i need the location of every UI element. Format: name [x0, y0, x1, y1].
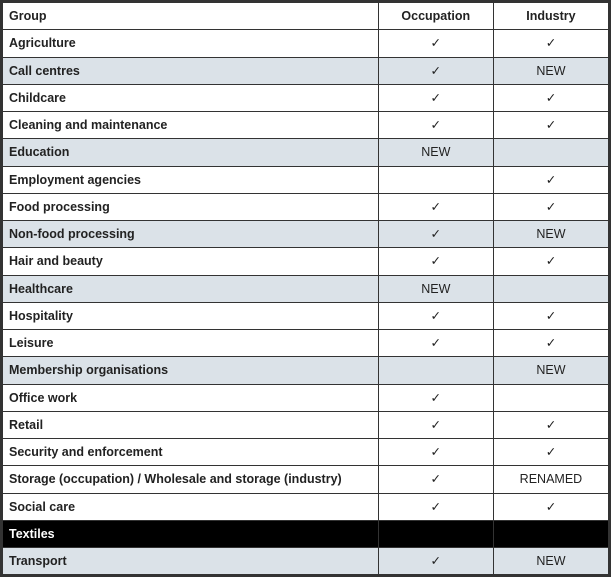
- cell-group: Membership organisations: [3, 357, 379, 384]
- cell-group: Retail: [3, 411, 379, 438]
- table-row: Childcare✓✓: [3, 84, 609, 111]
- table-row: Hospitality✓✓: [3, 302, 609, 329]
- table-body: Agriculture✓✓Call centres✓NEWChildcare✓✓…: [3, 30, 609, 575]
- cell-group: Employment agencies: [3, 166, 379, 193]
- table-row: Security and enforcement✓✓: [3, 439, 609, 466]
- cell-industry: NEW: [493, 548, 608, 575]
- cell-group: Healthcare: [3, 275, 379, 302]
- cell-group: Textiles: [3, 520, 379, 547]
- cell-group: Education: [3, 139, 379, 166]
- cell-industry: ✓: [493, 166, 608, 193]
- cell-industry: ✓: [493, 30, 608, 57]
- table-row: Food processing✓✓: [3, 193, 609, 220]
- cell-occupation: ✓: [378, 302, 493, 329]
- cell-industry: ✓: [493, 248, 608, 275]
- table-row: Call centres✓NEW: [3, 57, 609, 84]
- cell-industry: ✓: [493, 112, 608, 139]
- table-row: Office work✓: [3, 384, 609, 411]
- cell-occupation: [378, 357, 493, 384]
- table-header-row: Group Occupation Industry: [3, 3, 609, 30]
- cell-occupation: ✓: [378, 193, 493, 220]
- cell-industry: NEW: [493, 221, 608, 248]
- cell-industry: ✓: [493, 193, 608, 220]
- cell-industry: [493, 520, 608, 547]
- cell-group: Hospitality: [3, 302, 379, 329]
- cell-industry: RENAMED: [493, 466, 608, 493]
- cell-occupation: NEW: [378, 139, 493, 166]
- cell-occupation: NEW: [378, 275, 493, 302]
- cell-occupation: ✓: [378, 466, 493, 493]
- table-row: Non-food processing✓NEW: [3, 221, 609, 248]
- table-row: Employment agencies ✓: [3, 166, 609, 193]
- cell-occupation: ✓: [378, 493, 493, 520]
- cell-group: Cleaning and maintenance: [3, 112, 379, 139]
- cell-occupation: ✓: [378, 439, 493, 466]
- table-row: Social care✓✓: [3, 493, 609, 520]
- cell-group: Security and enforcement: [3, 439, 379, 466]
- table-row: Leisure✓✓: [3, 330, 609, 357]
- cell-industry: NEW: [493, 357, 608, 384]
- col-header-group: Group: [3, 3, 379, 30]
- table-row: Membership organisations NEW: [3, 357, 609, 384]
- cell-occupation: [378, 166, 493, 193]
- cell-industry: ✓: [493, 330, 608, 357]
- table-row: Retail✓✓: [3, 411, 609, 438]
- col-header-industry: Industry: [493, 3, 608, 30]
- table-row: Transport✓NEW: [3, 548, 609, 575]
- table-row: Hair and beauty✓✓: [3, 248, 609, 275]
- cell-group: Agriculture: [3, 30, 379, 57]
- cell-occupation: ✓: [378, 384, 493, 411]
- cell-group: Social care: [3, 493, 379, 520]
- table-row: EducationNEW: [3, 139, 609, 166]
- cell-occupation: [378, 520, 493, 547]
- cell-occupation: ✓: [378, 112, 493, 139]
- table-row: Storage (occupation) / Wholesale and sto…: [3, 466, 609, 493]
- cell-industry: [493, 384, 608, 411]
- cell-occupation: ✓: [378, 248, 493, 275]
- cell-group: Leisure: [3, 330, 379, 357]
- table-row: Agriculture✓✓: [3, 30, 609, 57]
- cell-group: Food processing: [3, 193, 379, 220]
- data-table: Group Occupation Industry Agriculture✓✓C…: [2, 2, 609, 575]
- cell-group: Hair and beauty: [3, 248, 379, 275]
- cell-occupation: ✓: [378, 330, 493, 357]
- cell-industry: ✓: [493, 84, 608, 111]
- table-row: Textiles: [3, 520, 609, 547]
- cell-group: Childcare: [3, 84, 379, 111]
- col-header-occupation: Occupation: [378, 3, 493, 30]
- cell-group: Non-food processing: [3, 221, 379, 248]
- cell-group: Call centres: [3, 57, 379, 84]
- cell-industry: ✓: [493, 302, 608, 329]
- cell-group: Transport: [3, 548, 379, 575]
- cell-occupation: ✓: [378, 30, 493, 57]
- cell-industry: NEW: [493, 57, 608, 84]
- cell-industry: ✓: [493, 411, 608, 438]
- cell-group: Office work: [3, 384, 379, 411]
- data-table-container: Group Occupation Industry Agriculture✓✓C…: [0, 0, 611, 577]
- cell-occupation: ✓: [378, 84, 493, 111]
- cell-occupation: ✓: [378, 221, 493, 248]
- cell-industry: ✓: [493, 439, 608, 466]
- table-row: Cleaning and maintenance✓✓: [3, 112, 609, 139]
- table-row: HealthcareNEW: [3, 275, 609, 302]
- cell-occupation: ✓: [378, 57, 493, 84]
- cell-occupation: ✓: [378, 411, 493, 438]
- cell-industry: [493, 139, 608, 166]
- cell-group: Storage (occupation) / Wholesale and sto…: [3, 466, 379, 493]
- cell-industry: ✓: [493, 493, 608, 520]
- cell-industry: [493, 275, 608, 302]
- cell-occupation: ✓: [378, 548, 493, 575]
